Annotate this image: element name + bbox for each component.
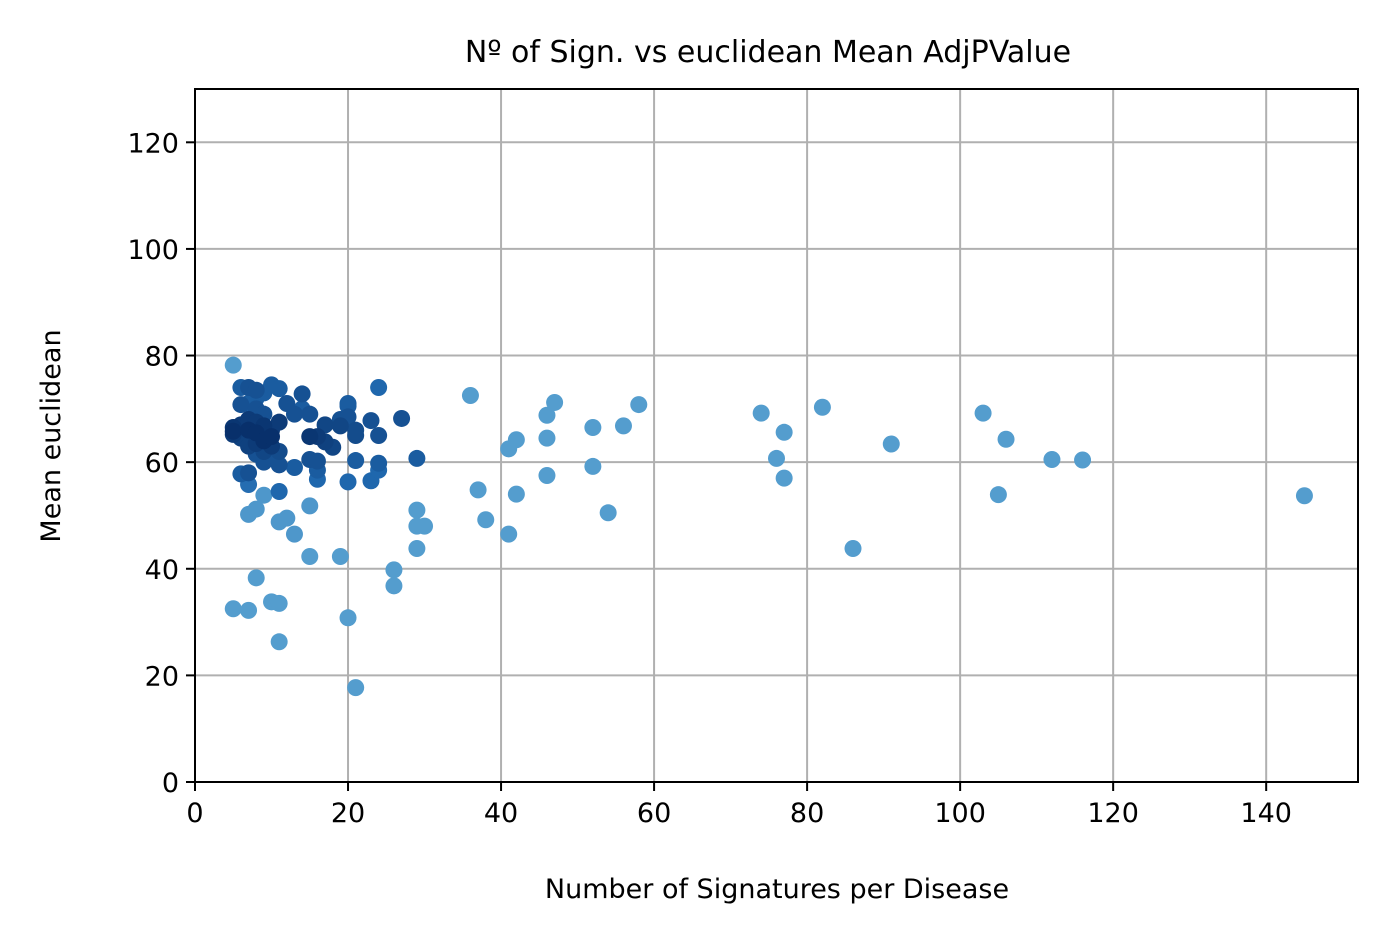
- data-point: [469, 481, 487, 499]
- data-point: [546, 393, 564, 411]
- x-axis-label: Number of Signatures per Disease: [545, 874, 1009, 905]
- data-point: [255, 486, 273, 504]
- data-point: [270, 456, 288, 474]
- data-point: [844, 540, 862, 558]
- data-point: [301, 428, 319, 446]
- data-point: [599, 504, 617, 522]
- data-point: [385, 561, 403, 579]
- data-point: [263, 428, 281, 446]
- x-tick-label: 80: [790, 798, 824, 829]
- data-point: [370, 427, 388, 444]
- data-point: [347, 679, 365, 697]
- data-point: [752, 404, 770, 422]
- data-point: [301, 497, 319, 515]
- data-point: [293, 385, 311, 403]
- y-tick-label: 0: [162, 768, 179, 799]
- data-point: [507, 485, 525, 503]
- data-point: [270, 633, 288, 651]
- data-point: [538, 466, 556, 484]
- data-point: [232, 396, 250, 414]
- data-point: [285, 405, 303, 423]
- y-tick-label: 60: [145, 448, 179, 479]
- x-tick-label: 140: [1240, 798, 1292, 829]
- data-point: [1074, 451, 1092, 469]
- data-point: [339, 609, 357, 627]
- x-tick-label: 100: [934, 798, 986, 829]
- plot-frame: [194, 88, 1359, 783]
- data-point: [630, 396, 648, 414]
- data-point: [584, 419, 602, 437]
- data-point: [247, 569, 265, 587]
- data-point: [362, 412, 380, 430]
- x-tick-label: 60: [637, 798, 671, 829]
- data-point: [882, 435, 900, 453]
- data-point: [461, 387, 479, 405]
- data-point: [1043, 450, 1061, 468]
- data-point: [247, 500, 265, 518]
- data-point: [538, 406, 556, 424]
- y-tick-label: 80: [145, 342, 179, 373]
- x-axis-ticks: 0 20 40 60 80 100 120 140: [186, 782, 1292, 829]
- data-point: [285, 458, 303, 476]
- x-tick-label: 40: [484, 798, 518, 829]
- data-point: [775, 423, 793, 441]
- data-point: [538, 429, 556, 447]
- data-point: [270, 380, 288, 398]
- data-point: [408, 501, 426, 519]
- data-point: [997, 430, 1015, 448]
- data-point: [331, 548, 349, 566]
- y-axis-ticks: 0 20 40 60 80 100 120: [127, 128, 195, 799]
- data-point: [370, 454, 388, 472]
- data-point: [270, 413, 288, 431]
- data-point: [768, 449, 785, 467]
- data-point: [308, 452, 326, 470]
- data-point: [247, 381, 265, 399]
- data-point: [270, 594, 288, 612]
- data-point: [385, 577, 403, 595]
- data-point: [278, 509, 296, 527]
- data-point: [1295, 487, 1313, 505]
- data-point: [301, 548, 319, 566]
- y-tick-label: 120: [127, 128, 179, 159]
- data-point: [408, 449, 426, 467]
- data-point: [270, 482, 288, 500]
- data-point: [507, 431, 525, 449]
- data-point: [775, 469, 793, 487]
- data-point: [974, 404, 992, 422]
- data-point: [813, 398, 831, 416]
- data-point: [614, 417, 632, 435]
- data-point: [240, 601, 258, 619]
- data-point: [500, 525, 518, 543]
- data-point: [370, 379, 388, 397]
- y-tick-label: 20: [145, 661, 179, 692]
- data-point: [477, 511, 495, 529]
- y-axis-label: Mean euclidean: [36, 329, 67, 542]
- data-point: [224, 422, 242, 440]
- data-point: [408, 540, 426, 558]
- data-point: [416, 517, 434, 535]
- x-tick-label: 0: [186, 798, 203, 829]
- scatter-points: [224, 356, 1313, 697]
- data-point: [224, 600, 242, 618]
- chart-title: Nº of Sign. vs euclidean Mean AdjPValue: [465, 35, 1071, 70]
- data-point: [989, 486, 1007, 504]
- data-point: [339, 473, 357, 491]
- y-tick-label: 40: [145, 555, 179, 586]
- data-point: [331, 417, 349, 435]
- y-tick-label: 100: [127, 235, 179, 266]
- data-point: [240, 464, 258, 482]
- x-tick-label: 120: [1087, 798, 1139, 829]
- data-point: [224, 356, 242, 374]
- data-point: [347, 452, 365, 470]
- data-point: [347, 427, 365, 444]
- data-point: [584, 457, 602, 475]
- data-point: [285, 525, 303, 543]
- data-point: [301, 405, 319, 423]
- x-tick-label: 20: [331, 798, 365, 829]
- data-point: [393, 409, 411, 427]
